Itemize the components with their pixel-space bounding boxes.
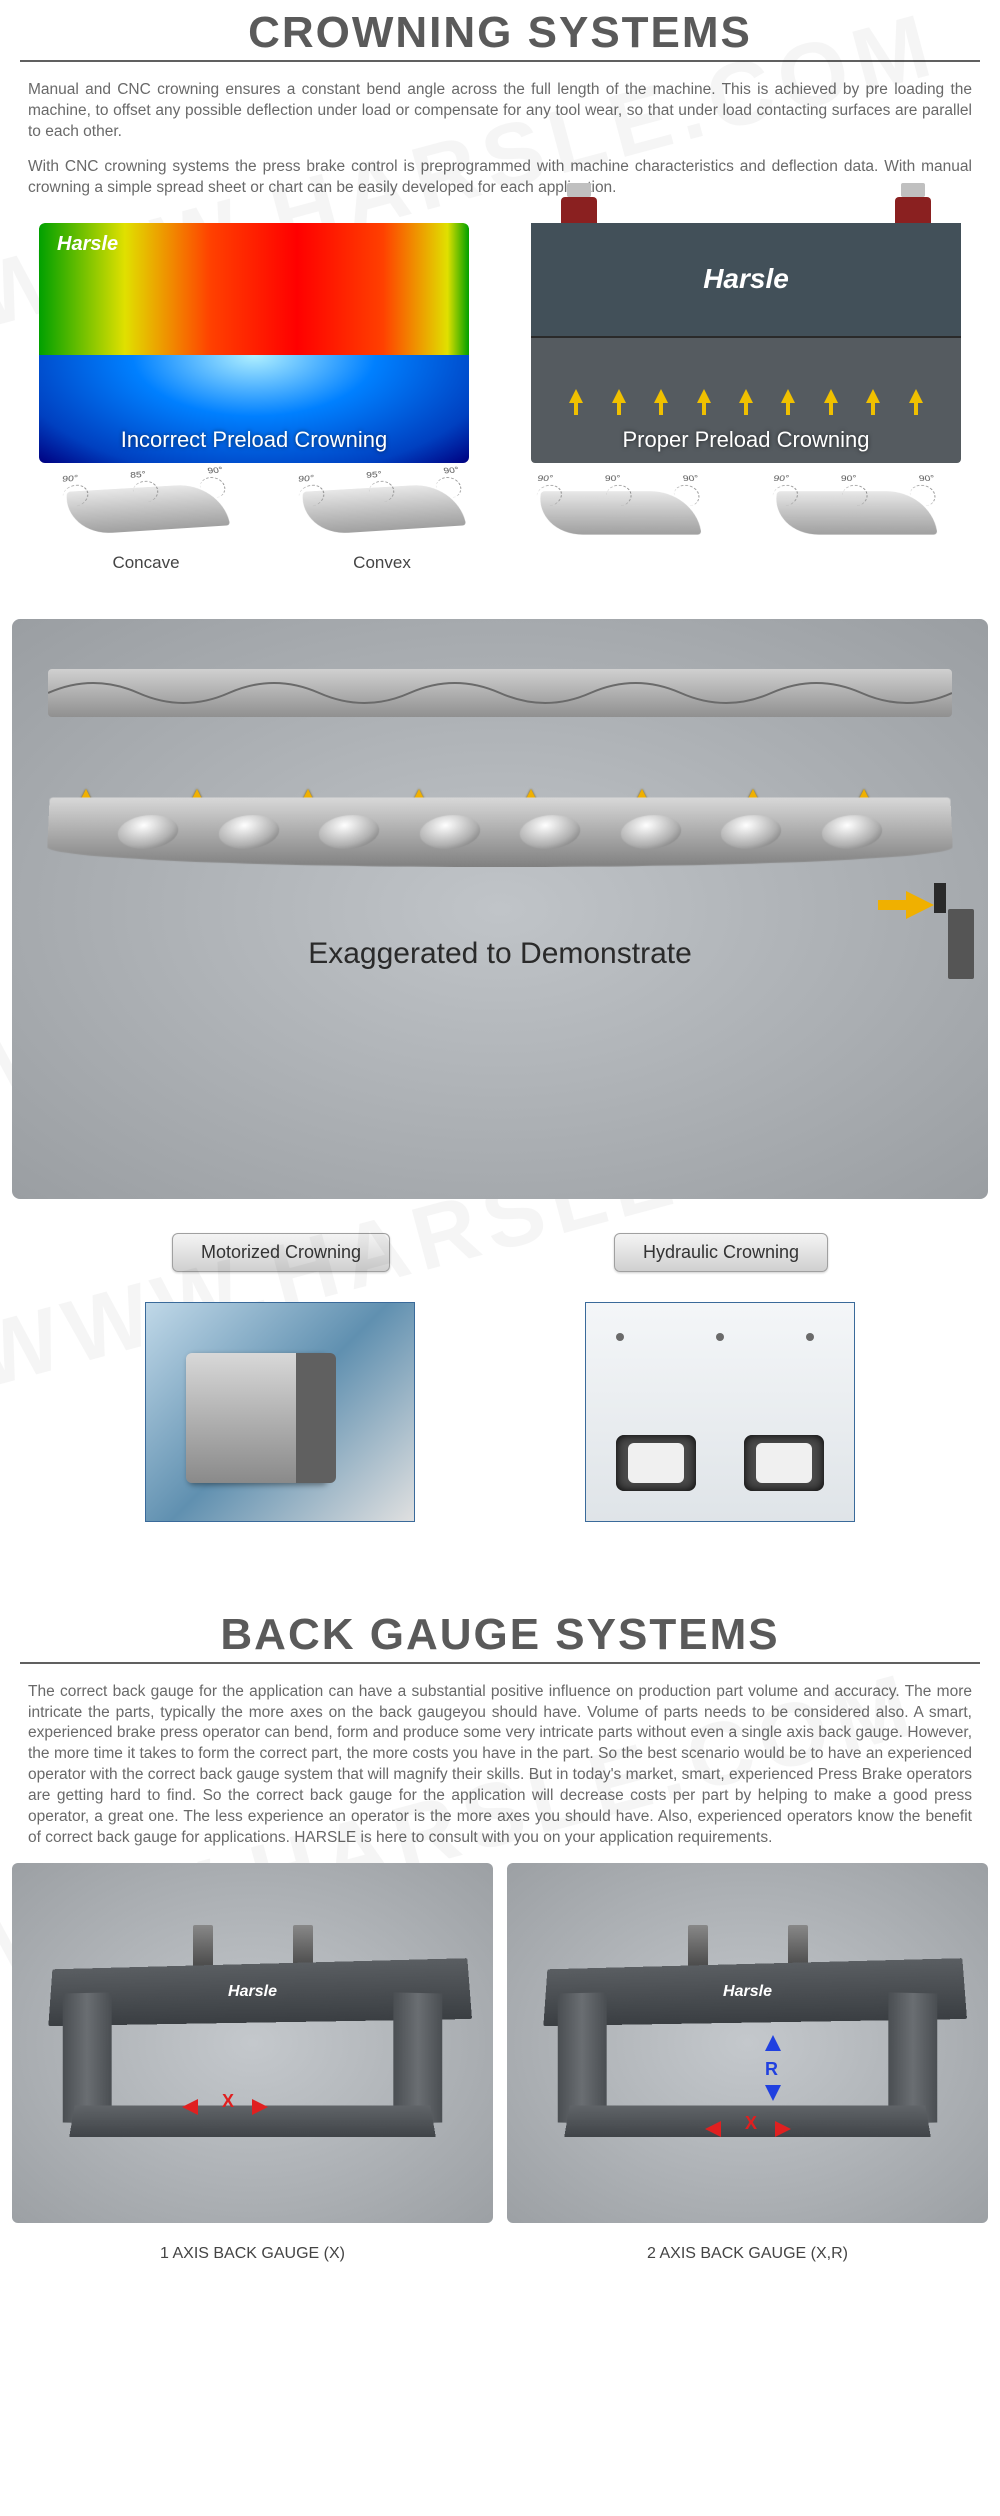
backgauge-para: The correct back gauge for the applicati… <box>28 1682 972 1849</box>
crowning-types-row: Motorized Crowning Hydraulic Crowning <box>0 1199 1000 1302</box>
demo-caption: Exaggerated to Demonstrate <box>48 937 952 971</box>
axis-r-label: R <box>765 2059 778 2080</box>
angle-label: 90° <box>207 466 224 476</box>
motorized-crowning-photo <box>145 1302 415 1522</box>
concave-sample: 90° 85° 90° Concave <box>66 483 226 573</box>
crowning-para-1: Manual and CNC crowning ensures a consta… <box>28 80 972 143</box>
actuator-icon <box>948 909 974 979</box>
gauge-2-axis-caption: 2 AXIS BACK GAUGE (X,R) <box>507 2245 988 2263</box>
gauge-1-axis-diagram: Harsle X <box>12 1863 493 2223</box>
angle-label: 90° <box>298 474 314 484</box>
concave-label: Concave <box>66 533 226 573</box>
proper-caption: Proper Preload Crowning <box>531 427 961 453</box>
angle-label: 90° <box>841 474 857 483</box>
crowning-text: Manual and CNC crowning ensures a consta… <box>0 80 1000 199</box>
gauge-caption-row: 1 AXIS BACK GAUGE (X) 2 AXIS BACK GAUGE … <box>0 2223 1000 2293</box>
angle-label: 90° <box>918 474 935 483</box>
gauge-1-axis-caption: 1 AXIS BACK GAUGE (X) <box>12 2245 493 2263</box>
hydraulic-crowning-label: Hydraulic Crowning <box>614 1233 828 1272</box>
angle-label: 95° <box>366 470 382 480</box>
harsle-logo: Harsle <box>57 233 118 256</box>
wedge-bar <box>46 797 953 867</box>
backgauge-text: The correct back gauge for the applicati… <box>0 1682 1000 1849</box>
angle-label: 90° <box>62 474 78 484</box>
divider <box>20 60 980 62</box>
incorrect-crowning-diagram: Harsle Incorrect Preload Crowning <box>39 223 469 463</box>
crowning-title: CROWNING SYSTEMS <box>0 0 1000 60</box>
backgauge-title: BACK GAUGE SYSTEMS <box>0 1602 1000 1662</box>
upper-wave-bar <box>48 669 952 717</box>
convex-sample: 90° 95° 90° Convex <box>302 483 462 573</box>
axis-x-label: X <box>745 2113 757 2134</box>
gauge-2-axis-diagram: Harsle R X <box>507 1863 988 2223</box>
proper-crowning-diagram: Harsle Proper Preload Crowning <box>531 223 961 463</box>
convex-label: Convex <box>302 533 462 573</box>
angle-label: 90° <box>537 474 554 483</box>
harsle-logo: Harsle <box>703 263 789 295</box>
proper-sample-1: 90° 90° 90° <box>538 483 698 573</box>
angle-label: 90° <box>773 474 790 483</box>
crowning-para-2: With CNC crowning systems the press brak… <box>28 157 972 199</box>
incorrect-caption: Incorrect Preload Crowning <box>39 427 469 453</box>
harsle-logo: Harsle <box>723 1983 772 2001</box>
motorized-crowning-label: Motorized Crowning <box>172 1233 390 1272</box>
crowning-photo-row <box>0 1302 1000 1592</box>
hydraulic-crowning-photo <box>585 1302 855 1522</box>
proper-sample-2: 90° 90° 90° <box>774 483 934 573</box>
crowning-comparison: Harsle Incorrect Preload Crowning Harsle… <box>0 213 1000 463</box>
bend-result-row: 90° 85° 90° Concave 90° 95° 90° Convex 9… <box>0 463 1000 573</box>
angle-label: 90° <box>443 466 460 476</box>
divider <box>20 1662 980 1664</box>
axis-x-label: X <box>222 2091 234 2112</box>
arrow-right-icon <box>906 891 934 919</box>
angle-label: 90° <box>605 474 621 483</box>
angle-label: 90° <box>682 474 699 483</box>
gauge-diagram-row: Harsle X Harsle R X <box>0 1863 1000 2223</box>
angle-label: 85° <box>130 470 146 480</box>
demo-panel: Exaggerated to Demonstrate <box>12 619 988 1199</box>
harsle-logo: Harsle <box>228 1983 277 2001</box>
